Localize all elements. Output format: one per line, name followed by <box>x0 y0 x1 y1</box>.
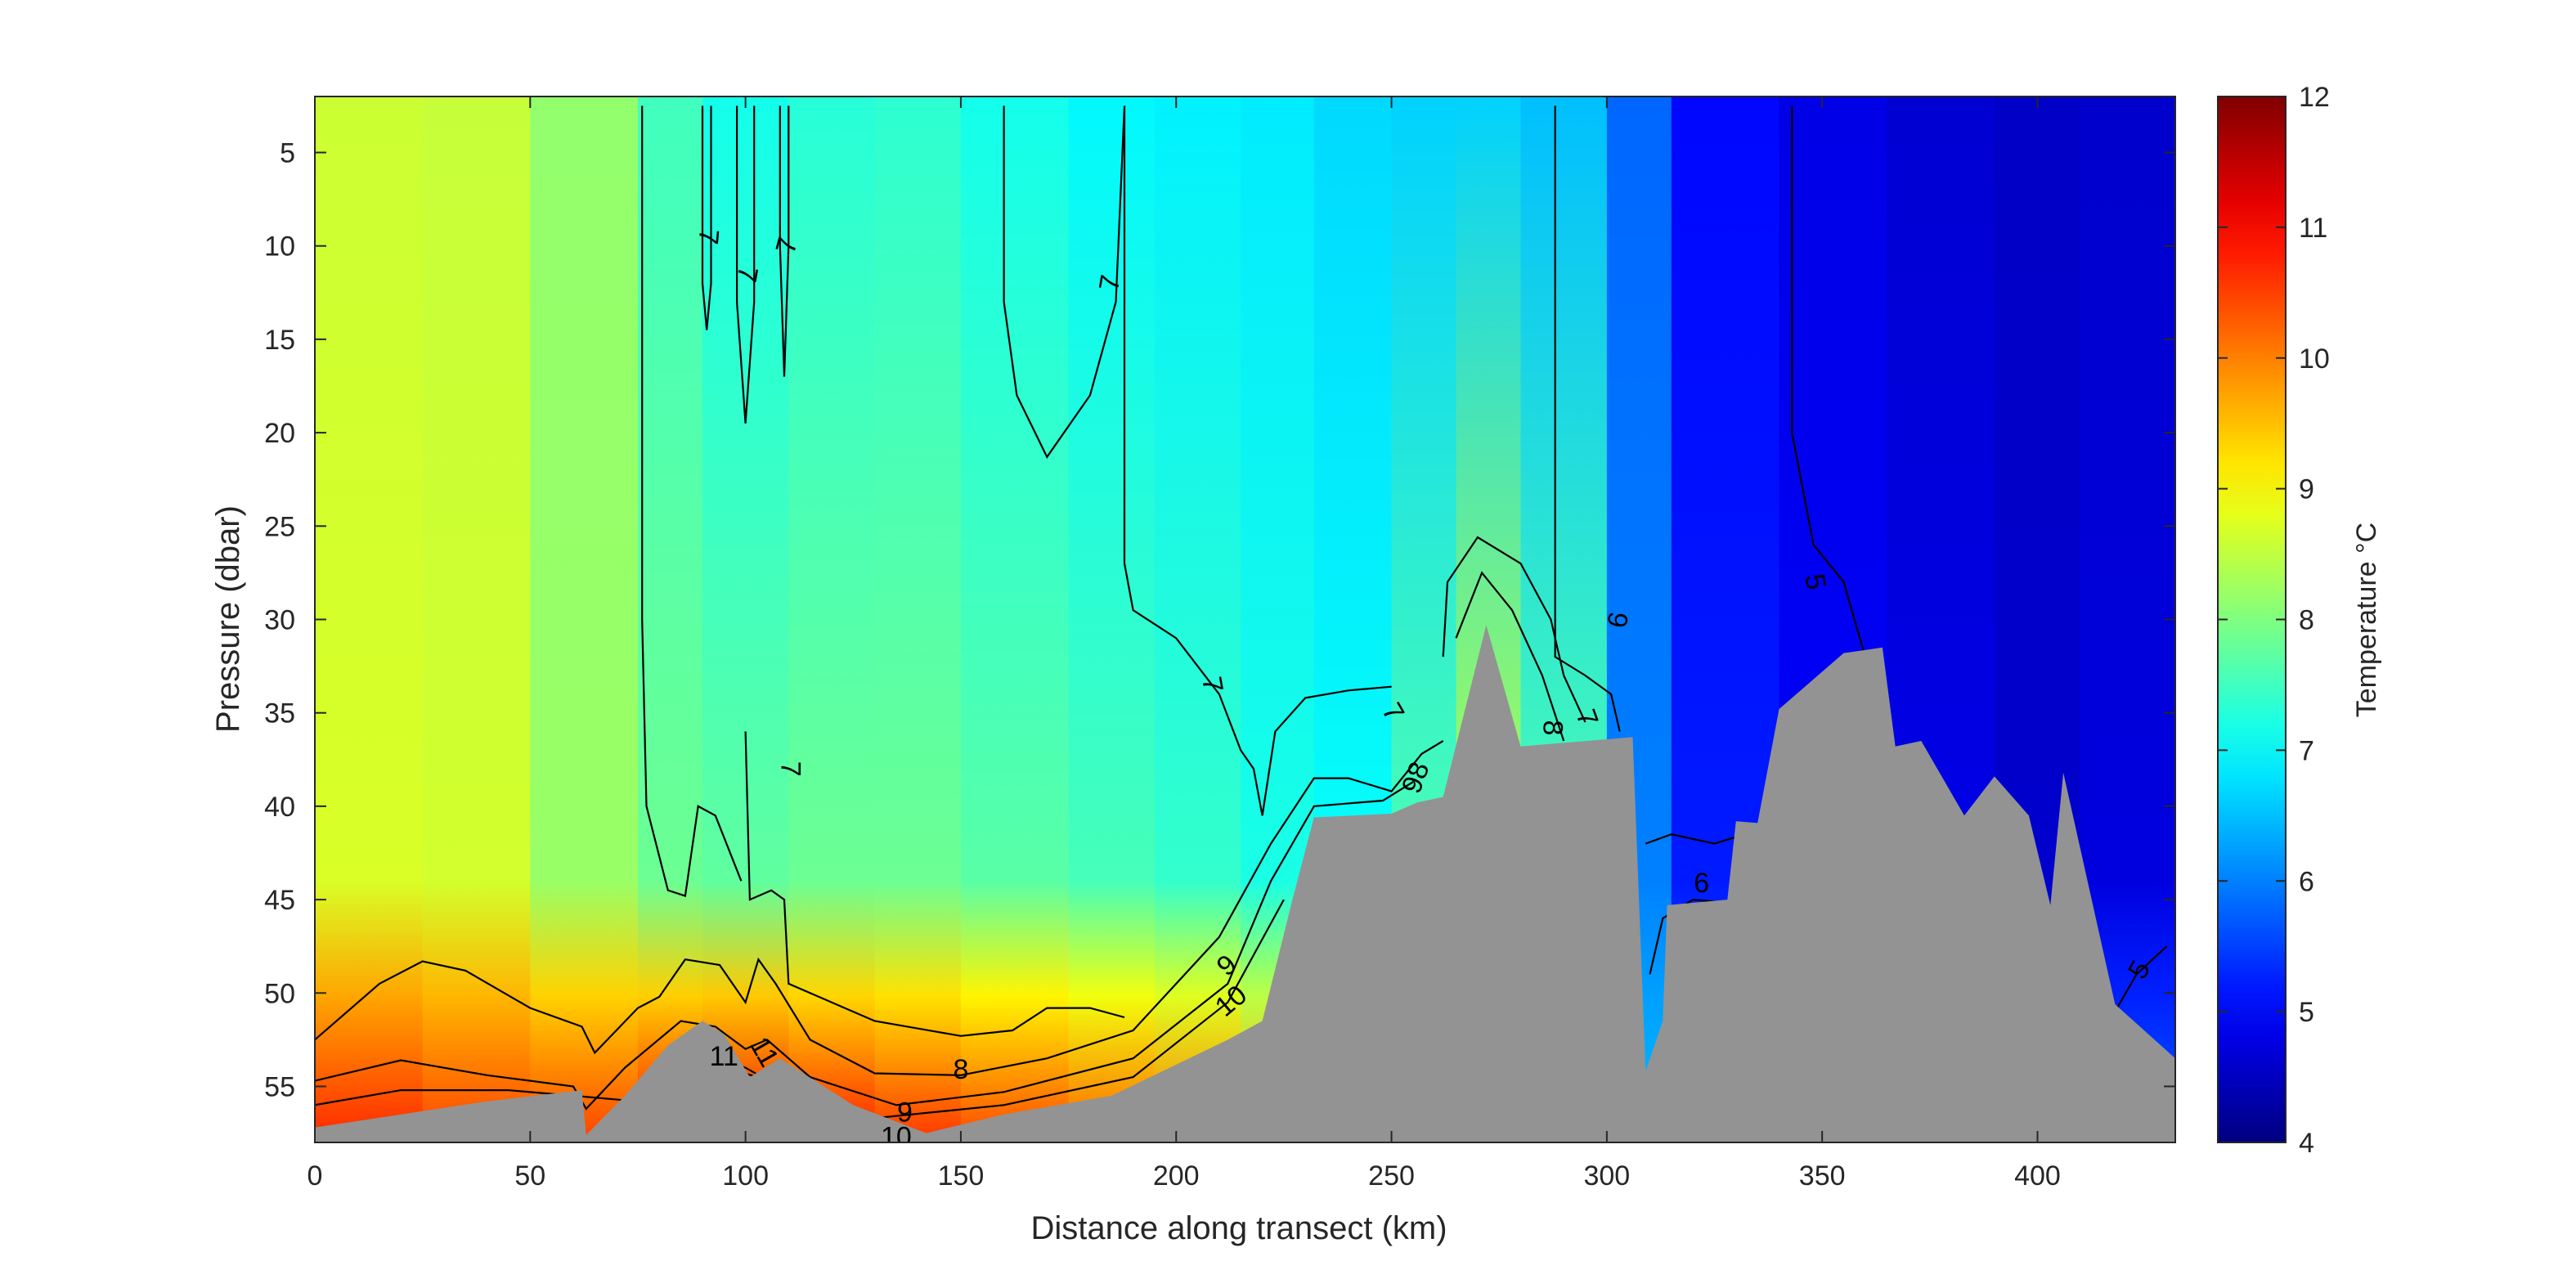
x-tick-label: 300 <box>1583 1160 1630 1192</box>
contour-label: 8 <box>953 1054 968 1085</box>
contour-line-8 <box>1455 571 1565 742</box>
contour-label: 8 <box>1537 720 1568 736</box>
field-column <box>1068 96 1156 1142</box>
colorbar: 4 5 6 7 8 9 10 11 12 Temperature °C <box>2217 82 2382 1159</box>
contour-line-7 <box>641 105 743 897</box>
contour-line-7 <box>1003 105 1126 459</box>
y-axis-title: Pressure (dbar) <box>210 505 246 733</box>
x-tick-label: 100 <box>722 1160 769 1192</box>
contour-line-7 <box>1442 536 1586 723</box>
colorbar-ticks: 4 5 6 7 8 9 10 11 12 <box>2218 82 2330 1159</box>
contour-line-6 <box>1645 833 1745 845</box>
contour-line-6 <box>1554 105 1621 732</box>
x-tick-label: 250 <box>1368 1160 1415 1192</box>
y-tick-label: 35 <box>264 698 295 729</box>
y-tick-label: 20 <box>264 418 295 449</box>
y-tick-label: 25 <box>264 511 295 542</box>
contour-line-7 <box>736 105 756 424</box>
contour-line-10 <box>315 899 1285 1120</box>
colorbar-tick-label: 11 <box>2299 213 2327 244</box>
field-column <box>960 96 1070 1142</box>
field-column <box>530 96 639 1142</box>
colorbar-title: Temperature °C <box>2351 523 2382 717</box>
field-column <box>702 96 790 1142</box>
contour-line-5 <box>1791 105 1866 657</box>
colorbar-tick-label: 6 <box>2299 866 2314 897</box>
y-axis: 5 10 15 20 25 30 35 40 45 50 55 <box>264 138 2175 1102</box>
contour-line-9 <box>315 781 1414 1111</box>
y-tick-label: 30 <box>264 605 295 636</box>
x-tick-label: 400 <box>2014 1160 2061 1192</box>
contour-label: 7 <box>774 761 806 777</box>
contour-line-7 <box>1123 105 1392 816</box>
x-tick-label: 0 <box>307 1160 323 1192</box>
contour-line-5 <box>2114 945 2168 1012</box>
y-tick-label: 40 <box>264 792 295 823</box>
field-column <box>422 96 532 1142</box>
y-tick-label: 5 <box>280 138 295 169</box>
y-tick-label: 45 <box>264 885 295 916</box>
field-column <box>315 96 424 1142</box>
contour-line-7 <box>701 105 712 330</box>
field-column <box>874 96 962 1142</box>
y-tick-label: 15 <box>264 325 295 356</box>
contour-label: 10 <box>881 1121 912 1152</box>
contour-label: 7 <box>692 227 725 245</box>
x-tick-label: 350 <box>1799 1160 1846 1192</box>
contour-line-8 <box>315 740 1444 1076</box>
field-column <box>1154 96 1242 1142</box>
contour-label: 6 <box>1694 868 1709 899</box>
x-axis: 0 50 100 150 200 250 300 350 400 <box>307 96 2061 1192</box>
contour-line-7 <box>744 731 1125 1037</box>
colorbar-tick-label: 9 <box>2299 474 2314 505</box>
colorbar-tick-label: 10 <box>2299 343 2330 375</box>
field-column <box>788 96 876 1142</box>
colorbar-tick-label: 8 <box>2299 605 2314 636</box>
contour-lines <box>315 105 2168 1120</box>
seafloor-mask <box>315 625 2175 1142</box>
contour-label: 9 <box>897 1097 913 1129</box>
contour-line-7 <box>779 105 790 377</box>
x-tick-label: 200 <box>1153 1160 1200 1192</box>
x-axis-title: Distance along transect (km) <box>1030 1210 1447 1246</box>
x-tick-label: 50 <box>514 1160 545 1192</box>
colorbar-tick-label: 4 <box>2299 1128 2314 1159</box>
field-column <box>637 96 703 1142</box>
y-tick-label: 50 <box>264 978 295 1009</box>
colorbar-gradient <box>2217 96 2287 1143</box>
y-tick-label: 10 <box>264 231 295 263</box>
colorbar-tick-label: 12 <box>2299 82 2330 113</box>
seafloor-polygon <box>315 625 2175 1142</box>
colorbar-tick-label: 5 <box>2299 997 2314 1028</box>
x-tick-label: 150 <box>938 1160 985 1192</box>
y-tick-label: 55 <box>264 1071 295 1102</box>
colorbar-tick-label: 7 <box>2299 735 2314 766</box>
contour-label: 11 <box>710 1041 738 1072</box>
